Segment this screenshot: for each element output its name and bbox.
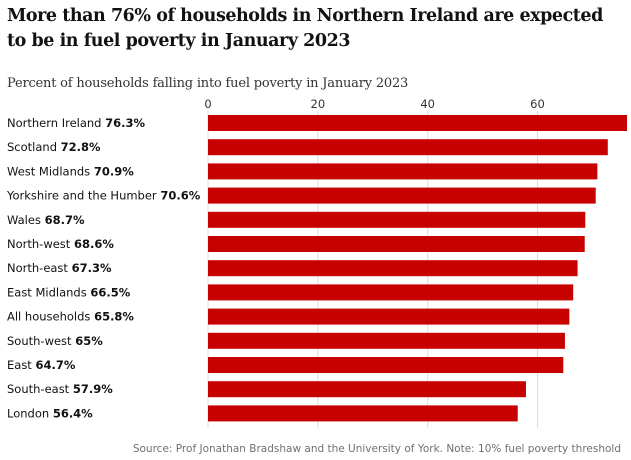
bar <box>208 260 578 277</box>
source-note: Source: Prof Jonathan Bradshaw and the U… <box>132 443 621 455</box>
category-name: All households <box>7 310 94 324</box>
category-name: South-east <box>7 382 73 396</box>
value-label: 65% <box>75 334 103 348</box>
value-label: 67.3% <box>72 261 112 275</box>
x-tick-label: 40 <box>420 97 435 111</box>
category-name: Wales <box>7 213 45 227</box>
bar <box>208 187 596 204</box>
value-label: 57.9% <box>73 382 113 396</box>
category-label: South-east 57.9% <box>7 382 113 396</box>
category-label: West Midlands 70.9% <box>7 164 134 178</box>
category-name: South-west <box>7 334 75 348</box>
bar <box>208 405 518 422</box>
chart-title: More than 76% of households in Northern … <box>7 6 603 51</box>
category-label: East Midlands 66.5% <box>7 285 131 299</box>
category-name: Northern Ireland <box>7 116 105 130</box>
category-label: Northern Ireland 76.3% <box>7 116 146 130</box>
value-label: 68.6% <box>74 237 114 251</box>
category-label: South-west 65% <box>7 334 103 348</box>
x-tick-label: 20 <box>311 97 326 111</box>
category-label: North-west 68.6% <box>7 237 114 251</box>
category-label: London 56.4% <box>7 406 93 420</box>
x-axis-ticks: 0 20 40 60 <box>204 97 544 111</box>
category-name: North-east <box>7 261 72 275</box>
bars <box>208 115 627 422</box>
bar <box>208 332 565 349</box>
bar <box>208 284 574 301</box>
value-label: 70.9% <box>94 164 134 178</box>
value-label: 68.7% <box>45 213 85 227</box>
bar <box>208 115 627 131</box>
value-label: 70.6% <box>160 189 200 203</box>
value-label: 66.5% <box>90 285 130 299</box>
value-label: 64.7% <box>35 358 75 372</box>
value-label: 76.3% <box>105 116 145 130</box>
category-name: East <box>7 358 35 372</box>
category-name: Yorkshire and the Humber <box>6 189 160 203</box>
category-name: London <box>7 406 53 420</box>
bar <box>208 139 608 156</box>
bar <box>208 236 585 252</box>
bar-chart: 0 20 40 60 Northern Ireland 76.3% Scotland 7… <box>6 97 627 428</box>
chart-subtitle: Percent of households falling into fuel … <box>7 76 409 91</box>
category-label: East 64.7% <box>7 358 76 372</box>
category-name: North-west <box>7 237 74 251</box>
x-tick-label: 0 <box>204 97 211 111</box>
category-name: East Midlands <box>7 285 90 299</box>
value-label: 72.8% <box>61 140 101 154</box>
value-label: 65.8% <box>94 310 134 324</box>
x-tick-label: 60 <box>530 97 545 111</box>
category-label: North-east 67.3% <box>7 261 112 275</box>
bar <box>208 357 564 373</box>
category-label: Wales 68.7% <box>7 213 85 227</box>
category-label: Scotland 72.8% <box>7 140 101 154</box>
bar <box>208 163 598 180</box>
value-label: 56.4% <box>53 406 93 420</box>
bar <box>208 211 586 228</box>
bar <box>208 308 570 325</box>
category-name: West Midlands <box>7 164 94 178</box>
bar <box>208 381 526 398</box>
category-name: Scotland <box>7 140 61 154</box>
category-label: Yorkshire and the Humber 70.6% <box>6 189 201 203</box>
category-labels: Northern Ireland 76.3% Scotland 72.8% West… <box>6 116 201 420</box>
category-label: All households 65.8% <box>7 310 134 324</box>
